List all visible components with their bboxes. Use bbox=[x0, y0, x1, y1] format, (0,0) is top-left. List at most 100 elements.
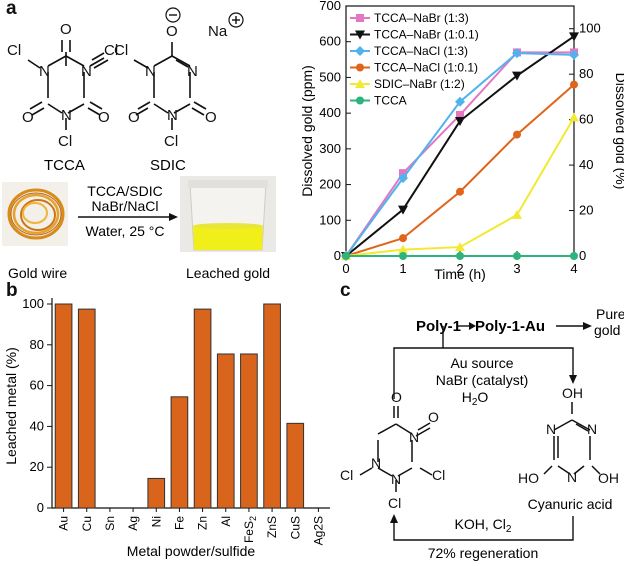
positive-charge-icon bbox=[228, 12, 244, 28]
tcca-structure bbox=[27, 40, 109, 130]
y2-tick-label: 20 bbox=[579, 203, 593, 218]
reagents-label: TCCA/SDIC bbox=[87, 183, 162, 199]
poly1-label: Poly-1 bbox=[416, 318, 461, 335]
legend-label: SDIC–NaBr (1:2) bbox=[374, 77, 465, 91]
bar bbox=[216, 353, 235, 509]
atom-n: N bbox=[187, 63, 198, 80]
arrow-head-icon bbox=[169, 213, 178, 221]
atom-cl: Cl bbox=[104, 42, 118, 59]
atom-n: N bbox=[546, 421, 556, 437]
leached-gold-photo bbox=[180, 176, 276, 252]
y2-axis-label: Dissolved gold (%) bbox=[613, 73, 624, 190]
oh-label: OH bbox=[562, 385, 583, 401]
data-point bbox=[456, 252, 464, 260]
x-tick-label: Al bbox=[219, 516, 233, 527]
scheme-a: O N Cl Cl N N Cl O O TCCA O N N N Cl Cl … bbox=[2, 7, 276, 281]
dissolved-gold-line-chart: 0 1 2 3 40100200300400500600700020406080100T… bbox=[300, 0, 624, 282]
x-tick-label: Ag2S bbox=[311, 516, 325, 545]
conditions-label: Water, 25 °C bbox=[86, 223, 165, 239]
series-tcca bbox=[342, 252, 578, 260]
y-tick-label: 300 bbox=[319, 141, 341, 156]
bar bbox=[240, 353, 258, 509]
atom-o: O bbox=[391, 389, 402, 405]
water-label: H2O bbox=[462, 389, 489, 408]
sdic-atoms: O N N N Cl Cl O O Na bbox=[114, 23, 228, 150]
tcca-atoms: O N Cl Cl N N Cl O O bbox=[7, 21, 118, 150]
ho-label: HO bbox=[518, 470, 539, 486]
x-tick-label: CuS bbox=[288, 516, 302, 539]
data-point bbox=[399, 234, 407, 243]
data-point bbox=[569, 32, 579, 42]
oh-label: OH bbox=[598, 470, 619, 486]
y-axis-label: Leached metal (%) bbox=[3, 347, 19, 465]
legend-label: TCCA–NaBr (1:0.1) bbox=[374, 28, 479, 42]
x-tick-label: Au bbox=[57, 516, 71, 531]
y2-tick-label: 80 bbox=[579, 66, 593, 81]
bar bbox=[77, 308, 96, 509]
data-point bbox=[398, 205, 408, 215]
data-point bbox=[455, 117, 465, 126]
arrow-head-icon bbox=[583, 322, 592, 330]
y-tick-label: 500 bbox=[319, 69, 341, 84]
panel-label-b: b bbox=[6, 280, 18, 301]
atom-n: N bbox=[567, 469, 577, 485]
y-tick-label: 200 bbox=[319, 177, 341, 192]
sdic-label: SDIC bbox=[150, 157, 186, 174]
atom-n: N bbox=[391, 471, 401, 487]
legend-label: TCCA–NaBr (1:3) bbox=[374, 11, 469, 25]
atom-cl: Cl bbox=[432, 467, 445, 483]
y2-tick-label: 100 bbox=[579, 21, 601, 36]
gold-wire-label: Gold wire bbox=[8, 265, 67, 281]
x-tick-label: ZnS bbox=[265, 516, 279, 538]
bar bbox=[193, 308, 212, 509]
atom-n: N bbox=[145, 63, 156, 80]
leached-metal-bar-chart: 0 20 40 60 80 100 Au Cu Sn Ag Ni Fe Zn Al FeS2 ZnS CuS Ag… bbox=[3, 296, 330, 559]
data-point bbox=[398, 244, 408, 254]
x-tick-label: Sn bbox=[103, 516, 117, 531]
cyanuric-structure bbox=[543, 402, 601, 475]
data-point bbox=[455, 96, 465, 107]
data-point bbox=[513, 130, 521, 139]
poly1au-label: Poly-1-Au bbox=[475, 318, 545, 335]
series-line bbox=[345, 83, 575, 257]
x-axis-label: Time (h) bbox=[434, 266, 486, 282]
atom-n: N bbox=[371, 455, 381, 471]
y-tick-label: 600 bbox=[319, 34, 341, 49]
arrow-head-icon bbox=[390, 514, 398, 523]
sodium-label: Na bbox=[208, 23, 228, 40]
atom-n: N bbox=[39, 63, 50, 80]
x-tick-label: Zn bbox=[196, 516, 210, 530]
data-point bbox=[512, 71, 522, 81]
data-point bbox=[355, 46, 365, 56]
series-tcca-nacl-1-3- bbox=[341, 48, 579, 261]
atom-cl: Cl bbox=[388, 495, 401, 511]
y-tick-label: 20 bbox=[30, 459, 44, 474]
tcca-label: TCCA bbox=[44, 157, 85, 174]
tcca-structure-c bbox=[359, 406, 433, 492]
nabr-catalyst-label: NaBr (catalyst) bbox=[436, 372, 529, 388]
x-tick-label: FeS2 bbox=[242, 516, 258, 543]
legend-label: TCCA bbox=[374, 94, 407, 108]
gold-wire-photo bbox=[2, 182, 68, 246]
data-point bbox=[355, 79, 365, 88]
atom-n: N bbox=[61, 107, 72, 124]
atom-cl: Cl bbox=[164, 133, 178, 150]
sdic-structure bbox=[133, 42, 207, 130]
x-axis-label: Metal powder/sulfide bbox=[127, 543, 256, 559]
y-tick-label: 80 bbox=[30, 337, 44, 352]
data-point bbox=[513, 252, 521, 260]
legend-label: TCCA–NaCl (1:3) bbox=[374, 44, 468, 58]
cycle-arrow-top bbox=[393, 347, 574, 399]
bar bbox=[286, 422, 305, 509]
atom-n: N bbox=[81, 63, 92, 80]
y2-tick-label: 60 bbox=[579, 112, 593, 127]
y-axis-label: Dissolved gold (ppm) bbox=[300, 65, 315, 197]
arrow-head-icon bbox=[569, 375, 577, 384]
negative-charge-icon bbox=[165, 7, 181, 23]
panel-label-c: c bbox=[340, 280, 351, 301]
atom-o: O bbox=[60, 21, 72, 38]
data-point bbox=[570, 252, 578, 260]
legend-label: TCCA–NaCl (1:0.1) bbox=[374, 61, 478, 75]
x-tick-label: 4 bbox=[570, 261, 577, 276]
data-point bbox=[512, 209, 522, 219]
